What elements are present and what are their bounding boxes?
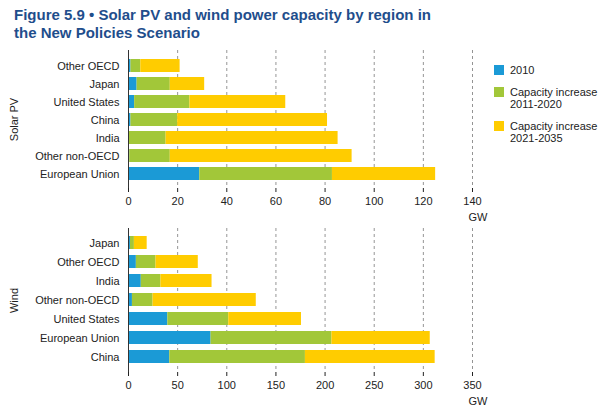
svg-text:Other non-OECD: Other non-OECD: [35, 294, 119, 306]
svg-text:China: China: [91, 114, 121, 126]
html-text:Capacity increase 2011-2020: Capacity increase 2011-2020: [510, 86, 598, 110]
svg-text:GW: GW: [469, 211, 489, 223]
html-text:Figure 5.9 • Solar PV and wind: Figure 5.9 • Solar PV and wind power cap…: [14, 6, 431, 41]
svg-text:Solar PV: Solar PV: [8, 97, 20, 141]
svg-text:50: 50: [172, 379, 184, 391]
svg-text:Other OECD: Other OECD: [57, 256, 119, 268]
svg-text:0: 0: [125, 195, 131, 207]
svg-text:Other non-OECD: Other non-OECD: [35, 150, 119, 162]
svg-text:140: 140: [463, 195, 481, 207]
svg-text:China: China: [91, 351, 121, 363]
svg-text:100: 100: [218, 379, 236, 391]
svg-text:200: 200: [316, 379, 334, 391]
svg-text:United States: United States: [53, 313, 120, 325]
svg-text:20: 20: [172, 195, 184, 207]
svg-text:Other OECD: Other OECD: [57, 60, 119, 72]
svg-text:60: 60: [270, 195, 282, 207]
svg-text:Japan: Japan: [90, 78, 120, 90]
svg-text:European Union: European Union: [40, 332, 120, 344]
svg-text:250: 250: [365, 379, 383, 391]
svg-text:European Union: European Union: [40, 168, 120, 180]
svg-text:United States: United States: [53, 96, 120, 108]
svg-text:GW: GW: [469, 395, 489, 407]
html-text:2010: 2010: [510, 64, 535, 76]
html-text:Capacity increase 2021-2035: Capacity increase 2021-2035: [510, 120, 598, 144]
svg-text:India: India: [96, 275, 121, 287]
svg-text:120: 120: [414, 195, 432, 207]
svg-text:India: India: [96, 132, 121, 144]
svg-text:350: 350: [463, 379, 481, 391]
svg-text:100: 100: [365, 195, 383, 207]
svg-text:Japan: Japan: [90, 237, 120, 249]
svg-text:0: 0: [125, 379, 131, 391]
svg-text:80: 80: [319, 195, 331, 207]
svg-text:150: 150: [267, 379, 285, 391]
svg-text:Wind: Wind: [8, 288, 20, 313]
svg-text:300: 300: [414, 379, 432, 391]
svg-text:40: 40: [221, 195, 233, 207]
